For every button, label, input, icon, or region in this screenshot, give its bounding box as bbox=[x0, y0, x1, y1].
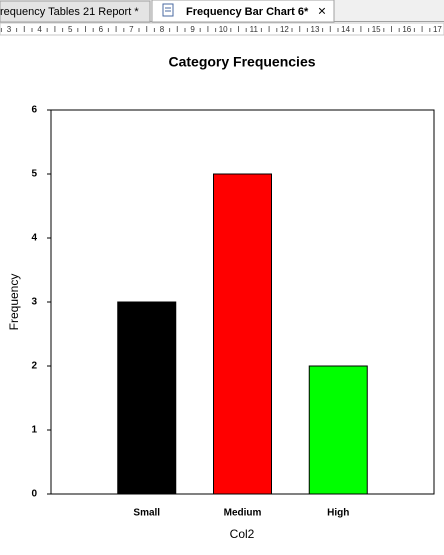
tab-icon bbox=[162, 3, 174, 17]
tab-label[interactable]: Frequency Bar Chart 6* bbox=[186, 6, 309, 18]
chart-title: Category Frequencies bbox=[168, 54, 315, 70]
ruler-number: 5 bbox=[68, 25, 73, 34]
tab-label[interactable]: requency Tables 21 Report * bbox=[0, 6, 139, 18]
tab[interactable] bbox=[0, 0, 151, 23]
x-tick-label: High bbox=[327, 508, 349, 519]
ruler-number: 3 bbox=[7, 25, 12, 34]
bar bbox=[213, 173, 272, 495]
ruler-number: 8 bbox=[160, 25, 165, 34]
x-tick-label: Medium bbox=[224, 508, 262, 519]
ruler-number: 4 bbox=[37, 25, 42, 34]
ruler-number: 16 bbox=[402, 25, 411, 34]
ruler bbox=[0, 22, 444, 36]
y-tick-label: 1 bbox=[31, 425, 37, 436]
ruler-number: 13 bbox=[311, 25, 320, 34]
ruler-number: 9 bbox=[190, 25, 195, 34]
bar bbox=[308, 365, 368, 495]
y-tick-label: 2 bbox=[31, 361, 37, 372]
y-tick-label: 4 bbox=[31, 233, 37, 244]
tab-active[interactable] bbox=[151, 0, 335, 23]
ruler-number: 10 bbox=[219, 25, 228, 34]
y-tick-label: 5 bbox=[31, 169, 37, 180]
bar bbox=[117, 301, 177, 495]
ruler-number: 15 bbox=[372, 25, 381, 34]
tab-close[interactable]: × bbox=[318, 3, 326, 19]
y-tick-label: 3 bbox=[31, 297, 37, 308]
ruler-number: 11 bbox=[250, 25, 259, 34]
ruler-number: 6 bbox=[99, 25, 104, 34]
ruler-number: 12 bbox=[280, 25, 289, 34]
ruler-number: 14 bbox=[341, 25, 350, 34]
ruler-number: 17 bbox=[433, 25, 442, 34]
y-axis-label: Frequency bbox=[7, 274, 21, 331]
ruler-number: 7 bbox=[129, 25, 134, 34]
x-axis-label: Col2 bbox=[230, 527, 255, 541]
x-tick-label: Small bbox=[133, 508, 160, 519]
y-tick-label: 6 bbox=[31, 105, 37, 116]
y-tick-label: 0 bbox=[31, 489, 37, 500]
